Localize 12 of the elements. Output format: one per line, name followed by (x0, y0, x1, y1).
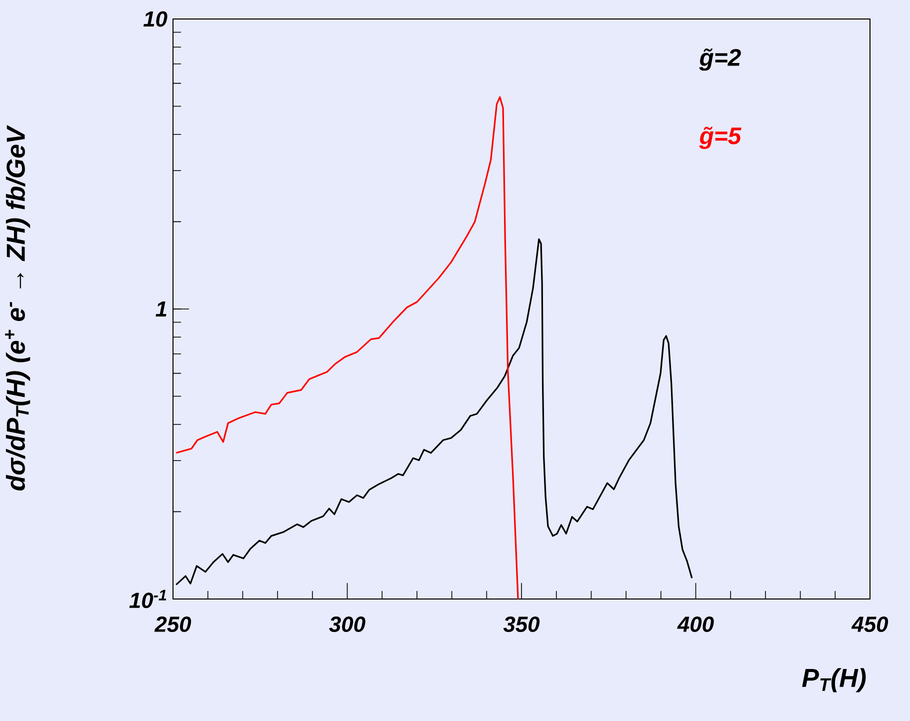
x-tick-label: 250 (154, 616, 192, 632)
text: g̃=5 (699, 126, 742, 149)
y-axis-title: dσ/dP$_{T}$(H) (e$^{+}$ e$^{-}$ → ZH) fb/GeV (5, 124, 30, 490)
x-tick-label: 350 (503, 616, 540, 632)
x-tick-label: 400 (677, 616, 714, 632)
x-tick-label: 300 (329, 616, 366, 632)
y-tick-label: 1 (156, 301, 166, 317)
x-tick-label: 450 (851, 616, 888, 632)
x-axis-title: P$_{T}$(H) (802, 668, 866, 692)
y-tick-label: 10 (143, 11, 168, 27)
y-tick-label: 10$^{-1}$ (129, 590, 166, 608)
text: g̃=2 (699, 48, 741, 71)
